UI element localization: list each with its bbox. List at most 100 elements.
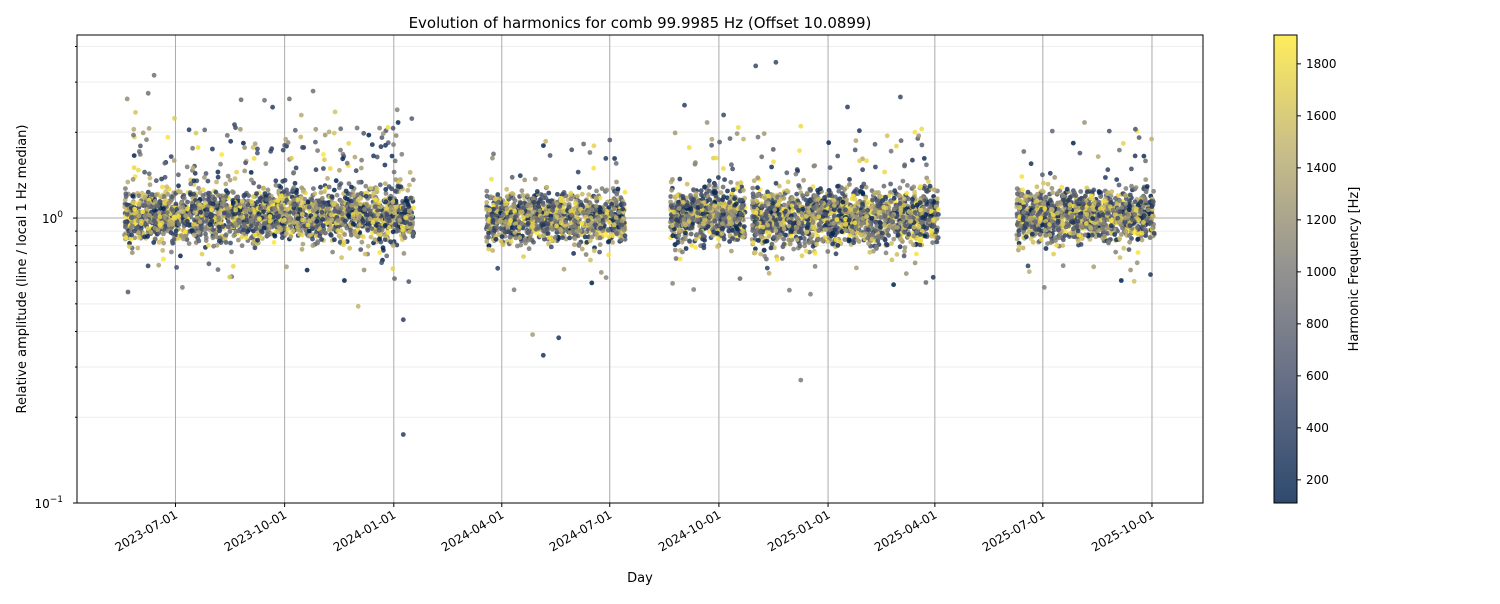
data-point [708, 206, 713, 211]
data-point [884, 251, 889, 256]
data-point [545, 226, 550, 231]
data-point [206, 179, 211, 184]
data-point [136, 214, 141, 219]
data-point [151, 240, 156, 245]
data-point [390, 200, 395, 205]
data-point [408, 196, 413, 201]
data-point [495, 266, 500, 271]
data-point [327, 130, 332, 135]
data-point [286, 191, 291, 196]
data-point [598, 236, 603, 241]
data-point [554, 224, 559, 229]
data-point [720, 208, 725, 213]
data-point [378, 204, 383, 209]
data-point [332, 131, 337, 136]
data-point [594, 232, 599, 237]
data-point [311, 243, 316, 248]
data-point [321, 223, 326, 228]
data-point [532, 200, 537, 205]
data-point [845, 105, 850, 110]
data-point [591, 228, 596, 233]
data-point [223, 182, 228, 187]
data-point [403, 235, 408, 240]
data-point [390, 266, 395, 271]
data-point [358, 247, 363, 252]
data-point [377, 250, 382, 255]
data-point [243, 192, 248, 197]
data-point [765, 190, 770, 195]
data-point [525, 213, 530, 218]
data-point [320, 210, 325, 215]
data-point [378, 182, 383, 187]
data-point [129, 237, 134, 242]
data-point [288, 218, 293, 223]
data-point [138, 144, 143, 149]
data-point [490, 220, 495, 225]
data-point [277, 214, 282, 219]
data-point [693, 160, 698, 165]
data-point [396, 184, 401, 189]
data-point [234, 229, 239, 234]
data-point [559, 228, 564, 233]
data-point [580, 192, 585, 197]
data-point [344, 189, 349, 194]
data-point [614, 161, 619, 166]
data-point [491, 152, 496, 157]
data-point [332, 188, 337, 193]
data-point [826, 140, 831, 145]
data-point [544, 185, 549, 190]
data-point [931, 275, 936, 280]
data-point [217, 239, 222, 244]
data-point [771, 147, 776, 152]
data-point [365, 228, 370, 233]
data-point [560, 192, 565, 197]
data-point [248, 208, 253, 213]
data-point [905, 183, 910, 188]
data-point [233, 208, 238, 213]
data-point [786, 180, 791, 185]
data-point [364, 212, 369, 217]
data-point [345, 161, 350, 166]
data-point [240, 243, 245, 248]
data-point [320, 217, 325, 222]
data-point [677, 229, 682, 234]
data-point [290, 188, 295, 193]
data-point [609, 212, 614, 217]
data-point [756, 192, 761, 197]
data-point [255, 238, 260, 243]
data-point [546, 191, 551, 196]
chart-title: Evolution of harmonics for comb 99.9985 … [409, 14, 872, 32]
data-point [510, 191, 515, 196]
data-point [707, 197, 712, 202]
data-point [569, 147, 574, 152]
data-point [589, 281, 594, 286]
data-point [291, 203, 296, 208]
data-point [674, 256, 679, 261]
data-point [263, 161, 268, 166]
data-point [673, 131, 678, 136]
data-point [202, 127, 207, 132]
data-point [370, 226, 375, 231]
data-point [401, 206, 406, 211]
data-point [283, 137, 288, 142]
data-point [584, 252, 589, 257]
data-point [388, 239, 393, 244]
data-point [219, 152, 224, 157]
data-point [157, 240, 162, 245]
data-point [557, 204, 562, 209]
data-point [500, 234, 505, 239]
data-point [252, 156, 257, 161]
data-point [379, 260, 384, 265]
data-point [728, 136, 733, 141]
data-point [340, 156, 345, 161]
data-point [723, 202, 728, 207]
data-point [273, 234, 278, 239]
data-point [691, 187, 696, 192]
data-point [410, 231, 415, 236]
data-point [377, 237, 382, 242]
data-point [722, 177, 727, 182]
data-point [129, 225, 134, 230]
data-point [313, 140, 318, 145]
data-point [598, 226, 603, 231]
data-point [298, 135, 303, 140]
